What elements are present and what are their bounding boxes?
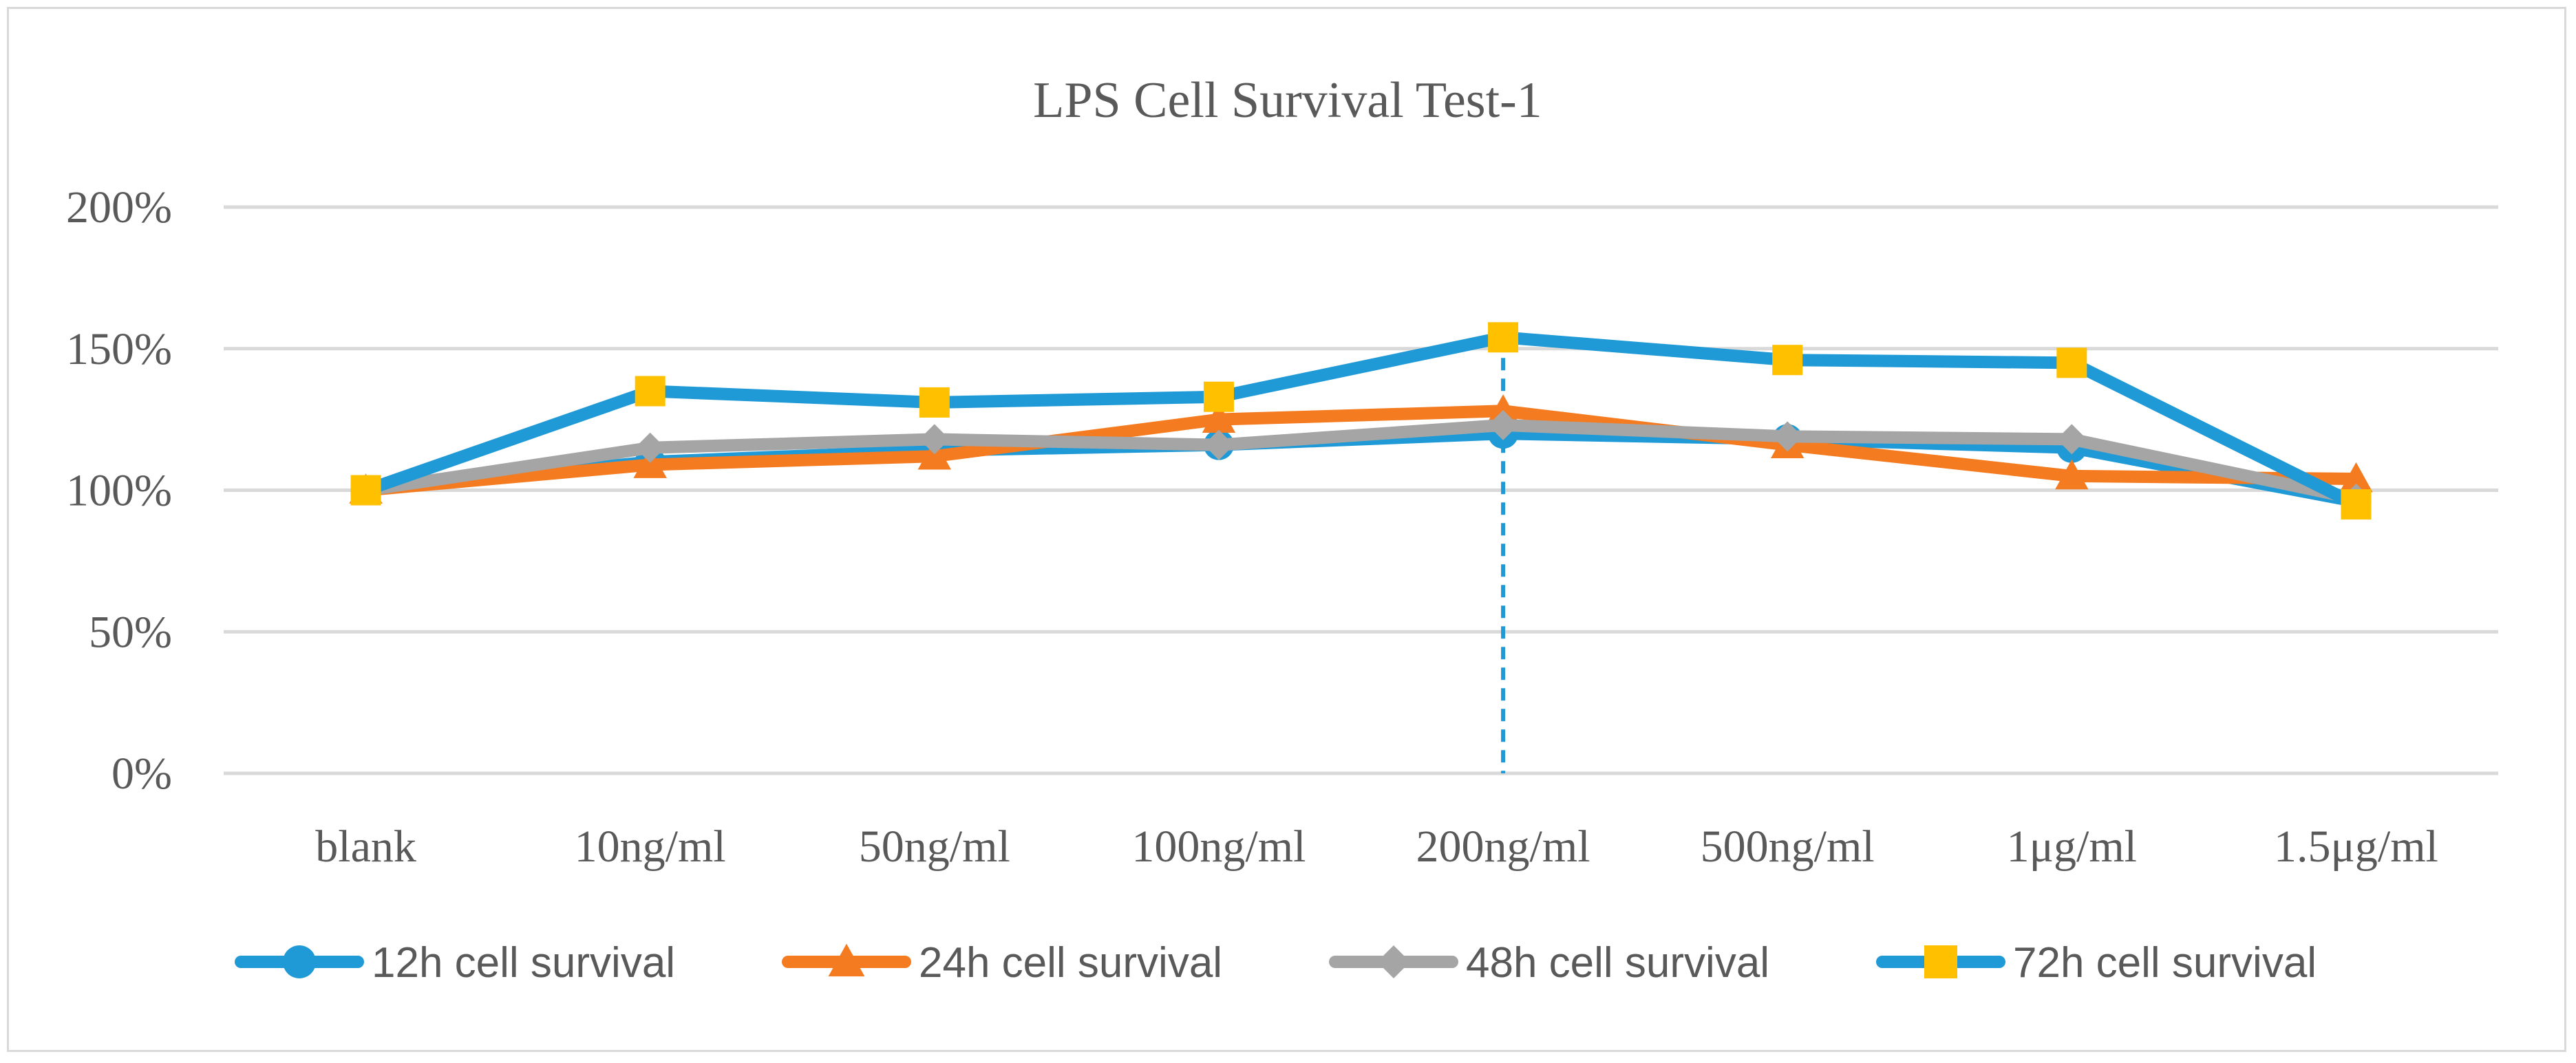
data-point xyxy=(917,439,952,470)
x-axis-ticks: blank 10ng/ml 50ng/ml 100ng/ml 200ng/ml 500ng… xyxy=(315,822,2438,872)
legend-label: 24h cell survival xyxy=(919,939,1222,987)
data-point xyxy=(1486,394,1520,425)
legend: 12h cell survival 24h cell survival 48h ce… xyxy=(235,939,2317,987)
legend-item: 24h cell survival xyxy=(782,939,1222,987)
data-point xyxy=(1203,429,1234,460)
data-point xyxy=(1203,381,1234,412)
y-tick-label: 200% xyxy=(66,182,172,233)
series-line xyxy=(359,405,2363,497)
data-point xyxy=(2056,424,2087,455)
series-line xyxy=(359,331,2363,511)
series-line xyxy=(359,418,2363,505)
legend-marker xyxy=(1924,945,1957,978)
x-tick-label: 50ng/ml xyxy=(859,822,1010,872)
data-point xyxy=(2339,462,2373,493)
y-tick-label: 100% xyxy=(66,466,172,516)
x-tick-label: 200ng/ml xyxy=(1416,822,1590,872)
data-point xyxy=(1488,409,1519,440)
legend-marker xyxy=(1377,945,1410,978)
chart-frame xyxy=(7,7,2566,1052)
data-point xyxy=(1772,421,1803,452)
y-tick-label: 0% xyxy=(111,749,172,799)
data-point xyxy=(919,387,950,418)
data-point xyxy=(2341,489,2372,520)
legend-label: 72h cell survival xyxy=(2013,939,2317,987)
legend-marker xyxy=(828,943,865,977)
legend-item: 72h cell survival xyxy=(1876,939,2317,987)
data-point xyxy=(1488,322,1519,353)
data-point xyxy=(350,475,381,506)
data-point xyxy=(1202,402,1236,433)
data-point xyxy=(1772,345,1803,376)
data-point xyxy=(2055,459,2089,490)
chart-title: LPS Cell Survival Test-1 xyxy=(1033,72,1542,129)
legend-marker xyxy=(283,945,316,978)
y-tick-label: 50% xyxy=(89,607,172,657)
gridlines xyxy=(224,205,2498,775)
legend-item: 48h cell survival xyxy=(1329,939,1769,987)
legend-label: 48h cell survival xyxy=(1466,939,1769,987)
data-point xyxy=(635,432,666,463)
y-axis-ticks: 0% 50% 100% 150% 200% xyxy=(66,182,172,799)
x-tick-label: 1μg/ml xyxy=(2007,822,2137,872)
data-point xyxy=(919,424,950,455)
x-tick-label: blank xyxy=(315,822,416,872)
y-tick-label: 150% xyxy=(66,324,172,374)
legend-item: 12h cell survival xyxy=(235,939,675,987)
x-tick-label: 1.5μg/ml xyxy=(2274,822,2438,872)
data-point xyxy=(2056,347,2087,378)
x-tick-label: 100ng/ml xyxy=(1131,822,1306,872)
x-tick-label: 10ng/ml xyxy=(575,822,726,872)
series-4 xyxy=(350,322,2372,520)
data-point xyxy=(633,448,667,478)
data-point xyxy=(635,376,666,407)
legend-label: 12h cell survival xyxy=(372,939,675,987)
x-tick-label: 500ng/ml xyxy=(1701,822,1875,872)
series-group xyxy=(349,322,2373,520)
